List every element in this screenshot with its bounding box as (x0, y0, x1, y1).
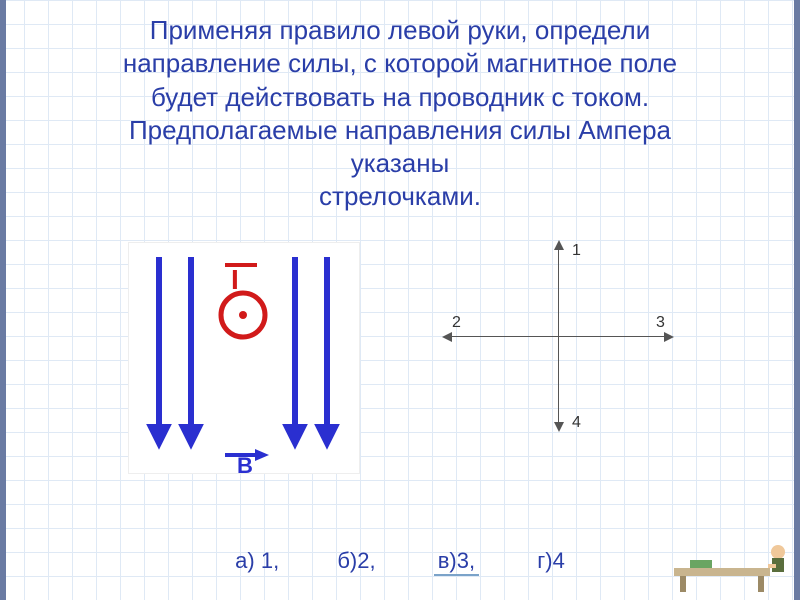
title-line: Предполагаемые направления силы Ампера (129, 115, 671, 145)
answer-a[interactable]: а) 1, (235, 548, 279, 574)
answer-v[interactable]: в)3, (434, 548, 479, 576)
title-line: Применяя правило левой руки, определи (150, 15, 650, 45)
arrow-up-icon (554, 240, 564, 250)
student-desk-icon (670, 534, 790, 594)
b-label: B (237, 453, 253, 473)
field-svg: I B (129, 243, 359, 473)
direction-options-diagram: 1 2 3 4 (428, 222, 688, 452)
dir-label-up: 1 (572, 242, 581, 260)
dir-label-left: 2 (452, 314, 461, 332)
arrow-down-icon (554, 422, 564, 432)
title-line: будет действовать на проводник с током. (151, 82, 649, 112)
arrow-left-icon (442, 332, 452, 342)
answer-g[interactable]: г)4 (537, 548, 565, 574)
field-conductor-diagram: I B (128, 242, 360, 474)
arrow-right-icon (664, 332, 674, 342)
title-line: указаны (351, 148, 450, 178)
answer-b[interactable]: б)2, (337, 548, 375, 574)
title-line: направление силы, с которой магнитное по… (123, 48, 677, 78)
dir-label-right: 3 (656, 314, 665, 332)
title-line: стрелочками. (319, 181, 481, 211)
axis-horizontal (448, 336, 668, 337)
question-title: Применяя правило левой руки, определи на… (0, 14, 800, 214)
current-label: I (231, 264, 239, 295)
dir-label-down: 4 (572, 414, 581, 432)
